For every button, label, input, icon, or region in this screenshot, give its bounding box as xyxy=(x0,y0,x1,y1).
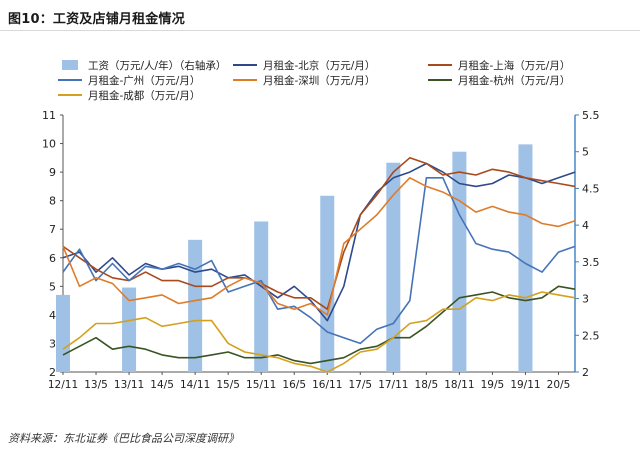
line-shanghai xyxy=(62,157,576,311)
x-tick-label: 17/5 xyxy=(348,379,372,391)
line-series xyxy=(62,157,576,373)
wage-bar xyxy=(122,287,137,372)
legend-label: 工资（万元/人/年）（右轴承） xyxy=(88,59,226,72)
legend-label: 月租金-深圳（万元/月） xyxy=(263,74,375,87)
x-tick-label: 13/5 xyxy=(84,379,108,391)
left-tick-label: 4 xyxy=(49,309,56,322)
legend-swatch-bar xyxy=(62,60,78,70)
right-tick-label: 5 xyxy=(582,146,589,159)
x-tick-label: 12/11 xyxy=(48,379,78,391)
x-tick-label: 13/11 xyxy=(114,379,144,391)
x-tick-label: 17/11 xyxy=(378,379,408,391)
axes: 2 3 4 5 6 7 8 9 10 11 2 2.5 3 3.5 4 4.5 5 5.5 12/11 13/5 13/… xyxy=(42,109,600,391)
right-tick-label: 5.5 xyxy=(582,109,600,122)
line-guangzhou xyxy=(62,177,576,345)
wage-bar xyxy=(254,221,269,372)
left-tick-label: 10 xyxy=(42,138,56,151)
bar-series xyxy=(56,144,533,372)
x-tick-label: 16/5 xyxy=(282,379,306,391)
legend-label: 月租金-上海（万元/月） xyxy=(458,59,570,72)
right-tick-label: 4.5 xyxy=(582,182,600,195)
x-tick-label: 16/11 xyxy=(312,379,342,391)
line-beijing xyxy=(62,162,576,322)
line-chengdu xyxy=(62,291,576,373)
x-tick-label: 14/11 xyxy=(180,379,210,391)
x-tick-label: 14/5 xyxy=(150,379,174,391)
right-tick-label: 3 xyxy=(582,293,589,306)
x-tick-label: 15/5 xyxy=(216,379,240,391)
line-shenzhen xyxy=(62,177,576,316)
title-divider xyxy=(0,30,640,31)
legend-label: 月租金-北京（万元/月） xyxy=(263,59,375,72)
legend-label: 月租金-杭州（万元/月） xyxy=(458,74,570,87)
left-tick-label: 8 xyxy=(49,195,56,208)
x-tick-label: 18/11 xyxy=(444,379,474,391)
source-note: 资料来源：东北证券《巴比食品公司深度调研》 xyxy=(8,432,239,445)
right-tick-label: 3.5 xyxy=(582,256,600,269)
legend-label: 月租金-成都（万元/月） xyxy=(88,89,200,102)
chart-title: 图10：工资及店铺月租金情况 xyxy=(8,12,185,27)
left-tick-label: 2 xyxy=(49,366,56,379)
left-tick-label: 7 xyxy=(49,223,56,236)
left-tick-label: 5 xyxy=(49,280,56,293)
wage-bar xyxy=(320,195,335,372)
x-tick-label: 19/11 xyxy=(510,379,540,391)
x-tick-label: 19/5 xyxy=(481,379,505,391)
legend-label: 月租金-广州（万元/月） xyxy=(88,74,200,87)
wage-bar xyxy=(56,294,70,372)
line-hangzhou xyxy=(62,285,576,365)
legend: 工资（万元/人/年）（右轴承） 月租金-北京（万元/月） 月租金-上海（万元/月） 月… xyxy=(58,59,570,102)
x-tick-label: 15/11 xyxy=(246,379,276,391)
x-tick-label: 18/5 xyxy=(415,379,439,391)
left-tick-label: 3 xyxy=(49,337,56,350)
right-tick-label: 2.5 xyxy=(582,329,600,342)
wage-bar xyxy=(518,144,533,372)
left-tick-label: 9 xyxy=(49,166,56,179)
left-tick-label: 6 xyxy=(49,252,56,265)
right-tick-label: 4 xyxy=(582,219,589,232)
wage-bar xyxy=(188,239,203,372)
right-tick-label: 2 xyxy=(582,366,589,379)
left-tick-label: 11 xyxy=(42,109,56,122)
x-tick-label: 20/5 xyxy=(547,379,571,391)
